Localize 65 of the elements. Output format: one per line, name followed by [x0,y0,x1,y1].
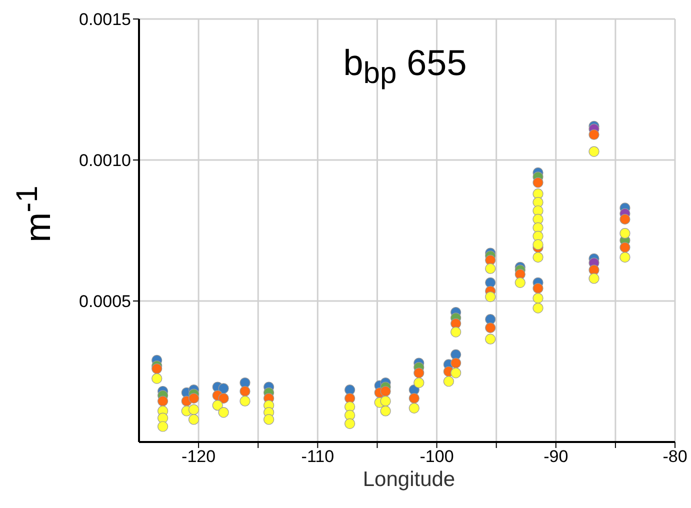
point [158,412,168,424]
point [620,228,630,239]
point [485,291,496,302]
point [414,368,424,378]
point [264,414,274,425]
point [620,252,630,263]
point [450,318,462,329]
point [380,406,391,416]
point [588,129,600,140]
point [532,177,544,188]
point [218,407,229,418]
y-tick-label: 0.0005 [79,292,131,312]
point [532,252,544,263]
point [532,292,544,304]
point [218,383,229,394]
point [620,242,630,253]
point [188,404,200,415]
x-tick-label: -110 [301,447,334,466]
point [240,396,250,406]
point [152,363,162,374]
point [443,376,454,387]
point [240,386,250,397]
point [212,400,223,411]
point [188,414,200,425]
point [514,277,526,288]
point [485,263,496,274]
point [588,264,600,276]
point [188,392,200,404]
point [408,392,420,404]
point [380,386,391,397]
point [588,273,600,284]
point [450,326,462,338]
point [532,239,544,250]
x-tick-label: -90 [544,447,568,466]
point [450,368,462,378]
point [450,358,462,368]
point [218,392,229,404]
point [532,230,544,242]
point [344,410,356,421]
point [532,283,544,294]
point [152,373,162,384]
point [414,377,424,388]
y-tick-label: 0.0015 [79,10,131,30]
point [380,396,391,406]
point [620,214,630,225]
point [532,214,544,225]
point [485,334,496,344]
point [485,277,496,288]
y-tick-label: 0.0010 [79,151,131,170]
x-tick-label: -120 [182,447,216,466]
point [450,349,462,360]
point [344,418,356,429]
point [514,268,526,280]
x-axis-title: Longitude [362,468,456,492]
point [588,146,600,157]
point [532,302,544,314]
point [408,402,420,414]
point [158,421,168,432]
point [485,322,496,334]
x-tick-label: -100 [420,447,454,466]
point [532,222,544,233]
text: b$_{bp}$ 655 [342,42,468,92]
point [485,254,496,266]
x-tick-label: -80 [662,447,688,466]
point [158,396,168,406]
